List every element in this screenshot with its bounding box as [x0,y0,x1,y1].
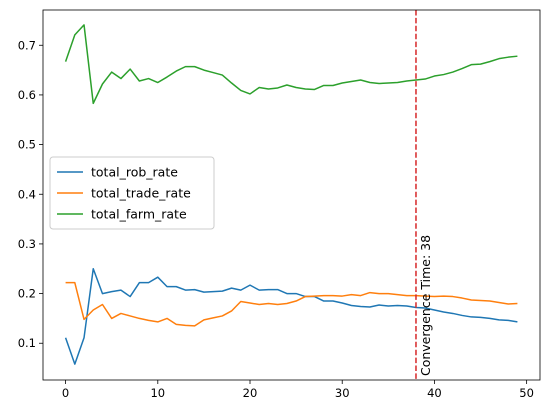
y-tick-label: 0.7 [18,38,36,52]
y-tick-label: 0.4 [18,187,36,201]
legend-label-total-farm-rate: total_farm_rate [91,207,187,222]
x-tick-label: 50 [519,386,534,400]
x-tick-label: 20 [243,386,258,400]
plot-frame [42,9,541,381]
y-tick-label: 0.1 [18,336,36,350]
series-line-total-farm-rate [64,24,518,105]
convergence-label: Convergence Time: 38 [418,235,433,376]
y-tick-label: 0.2 [18,287,36,301]
y-tick-label: 0.6 [18,88,36,102]
x-tick-label: 30 [335,386,350,400]
x-tick-label: 0 [62,386,69,400]
legend: total_rob_rate total_trade_rate total_farm… [49,156,215,230]
legend-label-total-rob-rate: total_rob_rate [91,165,178,180]
y-tick-label: 0.5 [18,138,36,152]
legend-label-total-trade-rate: total_trade_rate [91,186,191,201]
legend-box [49,156,215,230]
x-tick-label: 40 [427,386,442,400]
series-lines [64,24,518,365]
series-line-total-rob-rate [64,268,518,365]
y-axis: 0.1 0.2 0.3 0.4 0.5 0.6 0.7 [18,38,43,350]
legend-entries: total_rob_rate total_trade_rate total_farm… [57,165,191,222]
x-tick-label: 10 [150,386,165,400]
x-axis: 0 10 20 30 40 50 [62,380,534,400]
y-tick-label: 0.3 [18,237,36,251]
series-line-total-trade-rate [65,281,518,327]
